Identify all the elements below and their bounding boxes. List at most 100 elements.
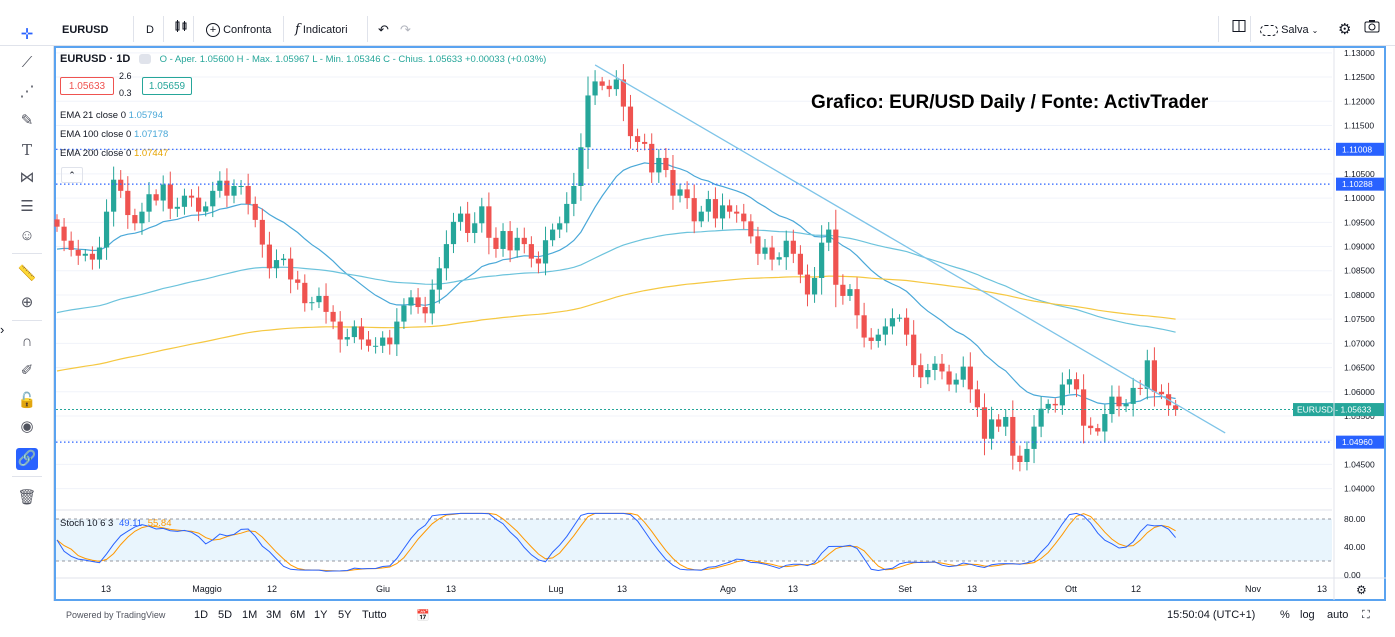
log-toggle[interactable]: log	[1300, 609, 1315, 621]
candle-body	[564, 203, 570, 224]
candle-body	[457, 213, 464, 222]
range-button[interactable]: 1M	[242, 609, 258, 621]
candle-body	[776, 257, 782, 260]
emoji-icon[interactable]: ☺	[19, 227, 35, 244]
legend-ema21: EMA 21 close 0 1.05794	[60, 110, 163, 121]
camera-icon[interactable]	[1358, 18, 1386, 42]
buy-price-box[interactable]: 1.05659	[142, 77, 192, 95]
candle-body	[981, 407, 988, 439]
interval-button[interactable]: D	[146, 24, 154, 36]
crosshair-icon[interactable]: ✛	[20, 26, 34, 43]
calendar-icon[interactable]: 📅	[416, 610, 430, 622]
legend-toggle-icon[interactable]: ⌃	[61, 167, 83, 183]
candle-body	[762, 247, 768, 254]
candle-body	[571, 186, 577, 204]
range-button[interactable]: 1D	[194, 609, 209, 621]
level-price-label: 1.10288	[1342, 179, 1373, 189]
range-button[interactable]: Tutto	[362, 609, 387, 621]
y-tick-label: 1.09500	[1344, 217, 1375, 227]
candle-body	[465, 213, 471, 233]
candle-body	[932, 363, 938, 370]
y-tick-label: 1.06500	[1344, 363, 1375, 373]
indicators-button[interactable]: f Indicatori	[289, 18, 354, 42]
candle-body	[103, 211, 110, 248]
candle-body	[365, 339, 372, 346]
candle-body	[1031, 426, 1037, 449]
symbol-button[interactable]: EURUSD	[62, 24, 109, 36]
candle-type-icon[interactable]	[168, 18, 194, 42]
candle-body	[592, 81, 598, 96]
auto-toggle[interactable]: auto	[1327, 609, 1349, 621]
trend-line-icon[interactable]: ⟋	[21, 54, 33, 71]
gear-icon[interactable]: ⚙	[1338, 21, 1352, 38]
candle-body	[967, 366, 973, 390]
sell-price-box[interactable]: 1.05633	[60, 77, 114, 95]
candle-body	[996, 419, 1002, 427]
candle-body	[273, 260, 280, 269]
range-button[interactable]: 1Y	[314, 609, 328, 621]
candle-body	[96, 247, 103, 260]
legend-collapse-icon[interactable]	[138, 54, 151, 65]
stoch-label: Stoch 10 6 3	[60, 518, 114, 529]
fullscreen-icon[interactable]: ⛶	[1362, 609, 1370, 621]
x-tick-label: Set	[898, 584, 912, 594]
zoom-in-icon[interactable]: ⊕	[20, 294, 34, 311]
candle-body	[394, 321, 400, 345]
text-tool-icon[interactable]: T	[21, 141, 32, 159]
brush-icon[interactable]: ✎	[20, 112, 34, 129]
ema200-value: 1.07447	[133, 148, 169, 159]
x-tick-label: 13	[617, 584, 627, 594]
last-price-tag	[1293, 403, 1384, 417]
percent-toggle[interactable]: %	[1280, 609, 1290, 621]
x-tick-label: 13	[967, 584, 977, 594]
layout-icon[interactable]	[1226, 18, 1252, 42]
y-tick-label: 1.09000	[1344, 242, 1375, 252]
link-icon[interactable]: 🔗	[16, 448, 38, 470]
eye-icon[interactable]: ◉	[20, 418, 34, 435]
compare-button[interactable]: + Confronta	[200, 18, 277, 42]
candle-body	[1151, 360, 1157, 392]
legend-stoch: Stoch 10 6 3 49.11 55.84	[60, 518, 172, 529]
ema200-label: EMA 200 close 0	[60, 148, 132, 159]
candle-body	[528, 244, 534, 259]
range-button[interactable]: 5D	[218, 609, 233, 621]
range-button[interactable]: 6M	[290, 609, 306, 621]
legend-ohlc: O - Aper. 1.05600 H - Max. 1.05967 L - M…	[159, 54, 547, 65]
range-button[interactable]: 5Y	[338, 609, 352, 621]
candle-body	[988, 419, 995, 439]
stoch-tick-label: 0.00	[1344, 570, 1361, 580]
ruler-icon[interactable]: 📏	[17, 265, 37, 282]
redo-icon[interactable]: ↷	[400, 22, 411, 37]
prediction-icon[interactable]: ☰	[20, 198, 34, 215]
pattern-icon[interactable]: ⋈	[19, 169, 35, 186]
candle-body	[373, 345, 379, 347]
magnet-icon[interactable]: ∩	[21, 333, 33, 350]
y-tick-label: 1.08000	[1344, 290, 1375, 300]
collapse-toolbar-icon[interactable]: ›	[0, 322, 5, 337]
save-button[interactable]: Salva ⌄	[1254, 18, 1324, 42]
clock-time[interactable]: 15:50:04 (UTC+1)	[1167, 609, 1256, 621]
candle-body	[535, 258, 542, 264]
candle-body	[401, 305, 407, 322]
fib-tool-icon[interactable]: ⋰	[19, 83, 35, 100]
candle-body	[896, 317, 903, 319]
toolbar-divider	[12, 320, 42, 321]
undo-icon[interactable]: ↶	[378, 22, 389, 37]
y-tick-label: 1.07500	[1344, 314, 1375, 324]
x-tick-label: Maggio	[192, 584, 222, 594]
powered-by[interactable]: Powered by TradingView	[66, 610, 166, 620]
lock-icon[interactable]: 🔓	[17, 392, 37, 409]
candle-body	[550, 229, 556, 241]
stoch-d-value: 55.84	[147, 518, 172, 529]
range-button[interactable]: 3M	[266, 609, 282, 621]
y-tick-label: 1.04500	[1344, 459, 1375, 469]
trash-icon[interactable]: 🗑	[17, 489, 37, 506]
spread-bottom: 0.3	[119, 88, 132, 98]
candle-body	[429, 289, 435, 314]
pencil-lock-icon[interactable]: ✐	[20, 362, 34, 379]
candle-body	[316, 295, 322, 303]
ema-lines	[56, 162, 1176, 405]
candle-body	[436, 268, 442, 290]
candle-body	[1081, 389, 1087, 426]
